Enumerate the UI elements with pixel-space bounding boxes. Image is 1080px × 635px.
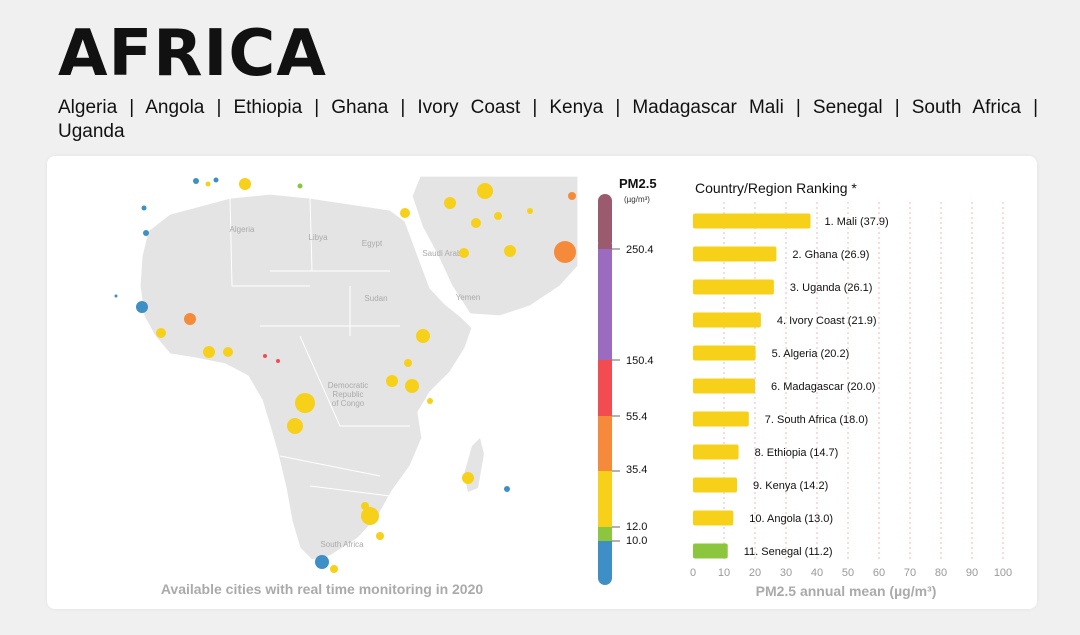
x-tick-label: 20	[749, 567, 761, 579]
country-separator: |	[1033, 97, 1038, 118]
country-link[interactable]: Ethiopia	[233, 97, 303, 118]
svg-text:Republic: Republic	[332, 390, 363, 399]
bar-label: 5. Algeria (20.2)	[772, 348, 850, 360]
country-separator: |	[129, 97, 135, 118]
bar-madagascar[interactable]	[693, 378, 755, 394]
country-link[interactable]: Kenya	[549, 97, 604, 118]
bar-ethiopia[interactable]	[693, 444, 739, 460]
scale-band-good-low	[598, 541, 612, 585]
bar-label: 3. Uganda (26.1)	[790, 282, 873, 294]
country-link[interactable]: Madagascar	[632, 97, 737, 118]
bar-label: 10. Angola (13.0)	[749, 513, 833, 525]
country-separator: |	[615, 97, 621, 118]
map-label-algeria: Algeria	[230, 225, 255, 234]
map-label-libya: Libya	[308, 233, 328, 242]
bar-label: 6. Madagascar (20.0)	[771, 381, 876, 393]
bar-label: 7. South Africa (18.0)	[765, 414, 868, 426]
scale-tick: 55.4	[626, 411, 647, 423]
scale-band-good	[598, 527, 612, 541]
bar-algeria[interactable]	[693, 345, 756, 361]
country-separator: |	[795, 97, 801, 118]
country-link[interactable]: Uganda	[58, 121, 125, 142]
map-label-drc: Democratic	[328, 381, 368, 390]
scale-band-very-unhealthy	[598, 249, 612, 360]
x-tick-label: 70	[904, 567, 916, 579]
bar-mali[interactable]	[693, 213, 811, 229]
country-link[interactable]: Mali	[748, 97, 784, 118]
map-label-yemen: Yemen	[456, 293, 481, 302]
country-separator: |	[314, 97, 320, 118]
x-tick-label: 90	[966, 567, 978, 579]
country-link[interactable]: Angola	[145, 97, 205, 118]
chart-title: Country/Region Ranking *	[695, 180, 857, 196]
map-label-south-africa: South Africa	[320, 540, 364, 549]
bar-angola[interactable]	[693, 510, 734, 526]
arabia-landmass	[411, 176, 578, 317]
country-separator: |	[532, 97, 538, 118]
x-tick-label: 50	[842, 567, 854, 579]
map-labels: Algeria Libya Egypt Sudan Democratic Rep…	[230, 225, 481, 549]
x-tick-label: 40	[811, 567, 823, 579]
map-caption: Available cities with real time monitori…	[160, 581, 484, 597]
bar-ghana[interactable]	[693, 246, 777, 262]
x-axis-label: PM2.5 annual mean (µg/m³)	[756, 583, 937, 599]
bar-label: 2. Ghana (26.9)	[792, 249, 869, 261]
bar-ivory-coast[interactable]	[693, 312, 761, 328]
ranking-chart-svg: Country/Region Ranking * 1. Mali (37.9) 2…	[690, 180, 1012, 599]
bar-uganda[interactable]	[693, 279, 774, 295]
x-tick-label: 60	[873, 567, 885, 579]
country-separator: |	[400, 97, 406, 118]
x-tick-label: 10	[718, 567, 730, 579]
bar-south-africa[interactable]	[693, 411, 749, 427]
bar-label: 1. Mali (37.9)	[824, 216, 888, 228]
country-separator: |	[216, 97, 222, 118]
map-label-egypt: Egypt	[362, 239, 383, 248]
scale-band-unhealthy-sensitive	[598, 416, 612, 471]
scale-tick: 10.0	[626, 535, 647, 547]
country-link[interactable]: South Africa	[911, 97, 1021, 118]
bar-label: 11. Senegal (11.2)	[744, 546, 833, 558]
country-link[interactable]: Ghana	[331, 97, 389, 118]
scale-title: PM2.5	[619, 176, 657, 191]
bar-label: 9. Kenya (14.2)	[753, 480, 828, 492]
x-tick-label: 30	[780, 567, 792, 579]
scale-tick: 12.0	[626, 521, 647, 533]
city-markers	[114, 177, 576, 573]
scale-unit: (µg/m³)	[624, 195, 650, 204]
map-label-saudi-arabia: Saudi Arabia	[422, 249, 468, 258]
x-tick-label: 0	[690, 567, 696, 579]
africa-landmass	[139, 193, 473, 561]
country-link[interactable]: Algeria	[58, 97, 118, 118]
country-link[interactable]: Ivory Coast	[417, 97, 521, 118]
africa-map: Algeria Libya Egypt Sudan Democratic Rep…	[100, 176, 578, 574]
scale-band-moderate	[598, 471, 612, 527]
ranking-chart: Country/Region Ranking * 1. Mali (37.9) 2…	[685, 172, 1025, 607]
scale-band-hazardous	[598, 194, 612, 249]
bar-label: 4. Ivory Coast (21.9)	[777, 315, 877, 327]
map-label-sudan: Sudan	[364, 294, 387, 303]
country-nav: Algeria | Angola | Ethiopia | Ghana | Iv…	[58, 96, 1038, 144]
country-link[interactable]: Senegal	[812, 97, 883, 118]
bar-kenya[interactable]	[693, 477, 738, 493]
country-separator: |	[894, 97, 900, 118]
pm25-color-scale: PM2.5 (µg/m³) 250.4 150.4 55.4 35.4 12.0…	[590, 172, 675, 587]
scale-tick: 250.4	[626, 244, 654, 256]
scale-tick: 35.4	[626, 464, 647, 476]
map-svg: Algeria Libya Egypt Sudan Democratic Rep…	[100, 176, 578, 574]
svg-text:of Congo: of Congo	[332, 399, 365, 408]
scale-band-unhealthy	[598, 360, 612, 416]
scale-tick: 150.4	[626, 355, 654, 367]
x-tick-label: 100	[994, 567, 1012, 579]
bar-senegal[interactable]	[693, 543, 728, 559]
bar-label: 8. Ethiopia (14.7)	[755, 447, 839, 459]
page-title: AFRICA	[58, 17, 327, 91]
x-tick-label: 80	[935, 567, 947, 579]
